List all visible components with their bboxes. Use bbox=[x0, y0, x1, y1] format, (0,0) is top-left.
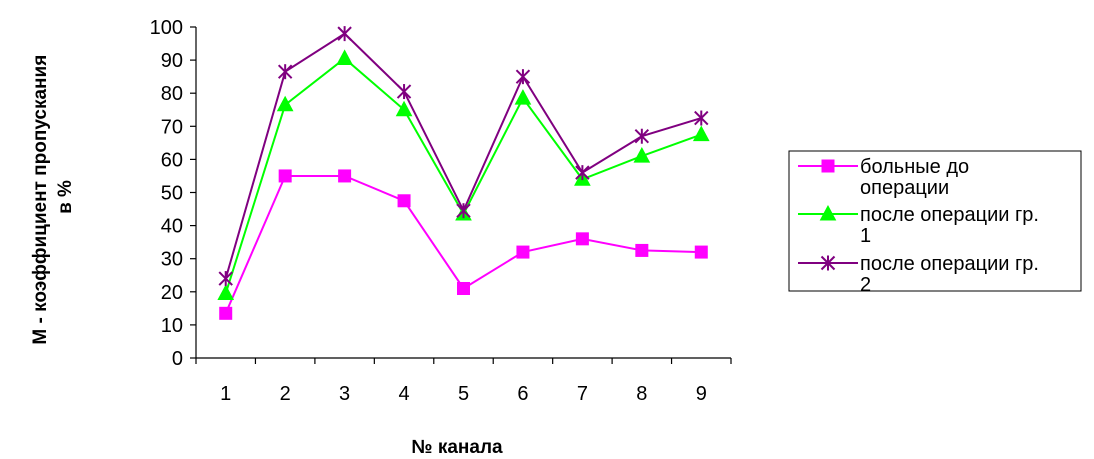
y-tick-label: 70 bbox=[161, 116, 183, 138]
y-tick-label: 10 bbox=[161, 315, 183, 337]
data-point bbox=[456, 203, 471, 219]
data-point bbox=[575, 232, 589, 246]
data-point bbox=[694, 110, 709, 126]
legend-box bbox=[788, 150, 1082, 292]
legend-label-line: после операции гр. bbox=[860, 253, 1039, 275]
data-point bbox=[396, 84, 412, 100]
data-point bbox=[337, 26, 352, 42]
y-tick-label: 80 bbox=[161, 83, 183, 105]
y-tick-label: 0 bbox=[172, 348, 183, 370]
legend-label-line: больные до bbox=[860, 156, 969, 178]
y-axis-title: М - коэффициент пропускания в % bbox=[30, 49, 76, 344]
data-point bbox=[338, 169, 352, 183]
x-tick-label: 8 bbox=[636, 383, 647, 405]
x-tick-label: 7 bbox=[577, 383, 588, 405]
y-tick-label: 40 bbox=[161, 216, 183, 238]
x-tick-label: 3 bbox=[339, 383, 350, 405]
data-point bbox=[633, 147, 651, 163]
y-tick-label: 20 bbox=[161, 282, 183, 304]
x-axis-title: № канала bbox=[411, 437, 503, 458]
x-tick-label: 5 bbox=[458, 383, 469, 405]
y-axis-title-line-2: в % bbox=[55, 180, 76, 214]
data-point bbox=[634, 128, 650, 144]
data-point bbox=[635, 243, 649, 257]
data-point bbox=[218, 271, 233, 287]
x-tick-label: 6 bbox=[517, 383, 528, 405]
legend-label: больные до операции bbox=[860, 156, 969, 199]
data-point bbox=[276, 95, 294, 112]
data-point bbox=[336, 49, 353, 65]
legend-label-line: после операции гр. bbox=[860, 204, 1039, 226]
x-tick-label: 2 bbox=[280, 383, 291, 405]
x-tick-label: 9 bbox=[696, 383, 707, 405]
legend-label: после операции гр. 1 bbox=[860, 204, 1039, 247]
y-tick-label: 30 bbox=[161, 249, 183, 271]
data-point bbox=[515, 69, 531, 85]
legend-swatch-marker bbox=[820, 255, 836, 271]
legend-label: после операции гр. 2 bbox=[860, 253, 1039, 296]
legend-swatch-marker bbox=[821, 159, 835, 173]
y-axis-title-line-1: М - коэффициент пропускания bbox=[30, 55, 51, 345]
y-tick-label: 60 bbox=[161, 149, 183, 171]
data-point bbox=[575, 165, 590, 181]
y-tick-label: 100 bbox=[150, 17, 183, 39]
legend-label-line: 2 bbox=[860, 274, 871, 296]
y-axis-ticks: 0 10 20 30 40 50 60 70 80 90 100 bbox=[150, 17, 196, 370]
data-point bbox=[395, 100, 413, 117]
data-point bbox=[397, 194, 411, 208]
data-point bbox=[692, 125, 710, 142]
data-point bbox=[277, 64, 293, 80]
data-point bbox=[514, 89, 532, 105]
series-2 bbox=[217, 49, 710, 300]
data-point bbox=[457, 281, 470, 295]
legend-item-3: после операции гр. 2 bbox=[798, 253, 1039, 296]
legend-label-line: операции bbox=[860, 177, 949, 199]
x-tick-label: 4 bbox=[398, 383, 409, 405]
legend-swatch-marker bbox=[819, 204, 837, 221]
x-tick-label: 1 bbox=[220, 383, 231, 405]
data-point bbox=[219, 306, 233, 320]
data-point bbox=[694, 245, 708, 259]
series-1 bbox=[219, 169, 708, 320]
y-tick-label: 50 bbox=[161, 183, 183, 205]
data-point bbox=[217, 284, 235, 300]
series-line bbox=[224, 32, 702, 279]
y-tick-label: 90 bbox=[161, 50, 183, 72]
legend-item-2: после операции гр. 1 bbox=[798, 204, 1039, 247]
data-point bbox=[516, 245, 530, 259]
legend-item-1: больные до операции bbox=[798, 156, 969, 199]
series-3 bbox=[218, 26, 709, 287]
series-layer bbox=[217, 26, 710, 320]
legend-label-line: 1 bbox=[860, 225, 871, 247]
x-axis-ticks: 1 2 3 4 5 6 7 8 9 bbox=[195, 358, 732, 405]
data-point bbox=[278, 169, 292, 183]
